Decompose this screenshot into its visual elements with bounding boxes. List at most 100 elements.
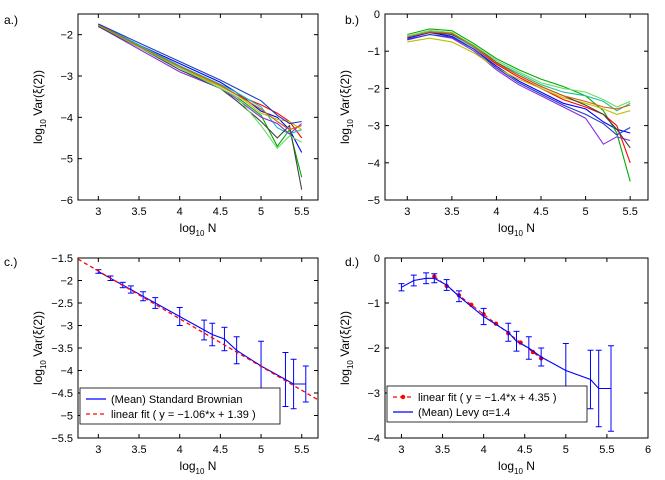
chart-a-ylabel-sub: 10 <box>39 119 48 128</box>
chart-b-ytick-label: 0 <box>374 9 380 21</box>
chart-a-ylabel-log: log <box>31 128 45 144</box>
chart-a-panel-label: a.) <box>4 13 18 27</box>
chart-c-series-line-2 <box>78 258 318 401</box>
chart-b-series-line-1 <box>407 32 631 134</box>
chart-c-ytick-label: −1.5 <box>51 253 73 265</box>
chart-b-xtick-label: 5 <box>583 206 589 218</box>
chart-c-series-group <box>78 258 318 410</box>
chart-b-series-line-6 <box>407 37 631 115</box>
chart-c-ylabel-log: log <box>31 369 45 385</box>
chart-b-xtick-label: 4.5 <box>533 206 548 218</box>
chart-d-ylabel-log: log <box>338 369 352 385</box>
chart-d-xtick-label: 4 <box>481 444 487 456</box>
chart-c-xtick-label: 5 <box>258 444 264 456</box>
chart-c-legend: (Mean) Standard Brownian linear fit ( y =… <box>79 387 281 425</box>
chart-a-xtick-label: 3.5 <box>131 206 146 218</box>
chart-b-xtick-label: 5.5 <box>623 206 638 218</box>
chart-b-xtick-label: 4 <box>493 206 499 218</box>
chart-a-ylabel: log10 Var(ξ(2)) <box>31 70 48 144</box>
chart-a-ytick-label: −3 <box>60 71 73 83</box>
chart-c-ytick-label: −5.5 <box>51 433 73 445</box>
chart-b-xlabel-tail: N <box>523 221 535 235</box>
chart-c-ytick-label: −2.5 <box>51 298 73 310</box>
chart-c-xlabel-tail: N <box>204 459 216 473</box>
chart-d-ylabel-tail: Var(ξ(2)) <box>338 311 352 360</box>
chart-d-xtick-label: 4.5 <box>517 444 532 456</box>
chart-b-xlabel-log: log <box>498 221 514 235</box>
chart-b-xtick-label: 3 <box>404 206 410 218</box>
chart-b-series-line-5 <box>407 33 631 145</box>
chart-c-ytick-label: −4 <box>60 366 73 378</box>
chart-a-series-group <box>98 23 303 190</box>
chart-b-ylabel-tail: Var(ξ(2)) <box>338 70 352 119</box>
chart-c-xtick-label: 5.5 <box>294 444 309 456</box>
chart-b-plot-frame <box>384 13 649 201</box>
chart-b-ytick-label: −3 <box>367 121 380 133</box>
chart-d-legend-marker <box>400 394 406 400</box>
chart-d-ytick-label: −1 <box>367 298 380 310</box>
chart-d-panel-label: d.) <box>345 255 359 269</box>
chart-c-legend-label: (Mean) Standard Brownian <box>111 394 242 406</box>
chart-a-xlabel: log10 N <box>180 221 217 238</box>
chart-c-ytick-label: −2 <box>60 276 73 288</box>
chart-a-ytick-label: −2 <box>60 30 73 42</box>
chart-d-xlabel-log: log <box>498 459 514 473</box>
chart-a-series-line-7 <box>98 25 303 190</box>
chart-a-plot-frame <box>77 13 319 201</box>
chart-d-ytick-label: −3 <box>367 388 380 400</box>
chart-a-xlabel-tail: N <box>204 221 216 235</box>
chart-c-ytick-label: −4.5 <box>51 388 73 400</box>
chart-b-series-line-10 <box>407 33 631 136</box>
chart-b-xtick-label: 3.5 <box>444 206 459 218</box>
chart-d-ylabel-sub: 10 <box>346 360 355 369</box>
chart-a-ytick-label: −5 <box>60 154 73 166</box>
chart-c-xlabel-sub: 10 <box>196 467 205 476</box>
chart-a-xtick-label: 4.5 <box>213 206 228 218</box>
chart-c-xtick-label: 4.5 <box>213 444 228 456</box>
chart-b-ytick-label: −1 <box>367 46 380 58</box>
chart-c: 3 3.5 4 4.5 5 5.5 −1.5 −2 −2.5 −3 −3.5 −4 −4.5 −5 −5.5… <box>4 253 319 476</box>
chart-b-series-line-8 <box>407 30 631 108</box>
chart-d-legend-label: (Mean) Levy α=1.4 <box>418 407 510 419</box>
chart-d-legend: linear fit ( y = −1.4*x + 4.35 ) (Mean) L… <box>386 385 588 423</box>
chart-b-xlabel: log10 N <box>498 221 535 238</box>
chart-c-xtick-label: 4 <box>177 444 183 456</box>
chart-a-xtick-label: 3 <box>95 206 101 218</box>
chart-d-xtick-label: 5.5 <box>599 444 614 456</box>
chart-d-xtick-label: 3.5 <box>435 444 450 456</box>
chart-b-ylabel-log: log <box>338 128 352 144</box>
chart-c-xlabel-log: log <box>180 459 196 473</box>
chart-c-ylabel-sub: 10 <box>39 360 48 369</box>
chart-a-xlabel-sub: 10 <box>196 229 205 238</box>
chart-d-legend-label: linear fit ( y = −1.4*x + 4.35 ) <box>418 392 557 404</box>
chart-d-ytick-label: −2 <box>367 343 380 355</box>
chart-b-series-line-9 <box>407 31 631 110</box>
chart-d-xlabel-tail: N <box>523 459 535 473</box>
chart-b-ylabel: log10 Var(ξ(2)) <box>338 70 355 144</box>
chart-d-xlabel: log10 N <box>498 459 535 476</box>
chart-d-legend-box <box>386 385 588 423</box>
chart-a-series-line-10 <box>98 23 302 125</box>
chart-b-ytick-label: −2 <box>367 83 380 95</box>
chart-b-panel-label: b.) <box>345 13 359 27</box>
chart-c-ylabel: log10 Var(ξ(2)) <box>31 311 48 385</box>
chart-b-ylabel-sub: 10 <box>346 119 355 128</box>
chart-a-xtick-label: 5.5 <box>294 206 309 218</box>
chart-b-ytick-label: −4 <box>367 158 380 170</box>
chart-d-xlabel-sub: 10 <box>514 467 523 476</box>
chart-a-series-line-9 <box>98 24 302 131</box>
chart-c-legend-label: linear fit ( y = −1.06*x + 1.39 ) <box>111 409 256 421</box>
chart-c-xtick-label: 3 <box>95 444 101 456</box>
chart-b-ytick-label: −5 <box>367 195 380 207</box>
chart-a-ylabel-tail: Var(ξ(2)) <box>31 70 45 119</box>
chart-a-ytick-label: −6 <box>60 195 73 207</box>
chart-c-ytick-label: −3.5 <box>51 343 73 355</box>
chart-b-series-group <box>407 28 631 182</box>
chart-c-xlabel: log10 N <box>180 459 217 476</box>
chart-a-xtick-label: 4 <box>177 206 183 218</box>
chart-d-ylabel: log10 Var(ξ(2)) <box>338 311 355 385</box>
